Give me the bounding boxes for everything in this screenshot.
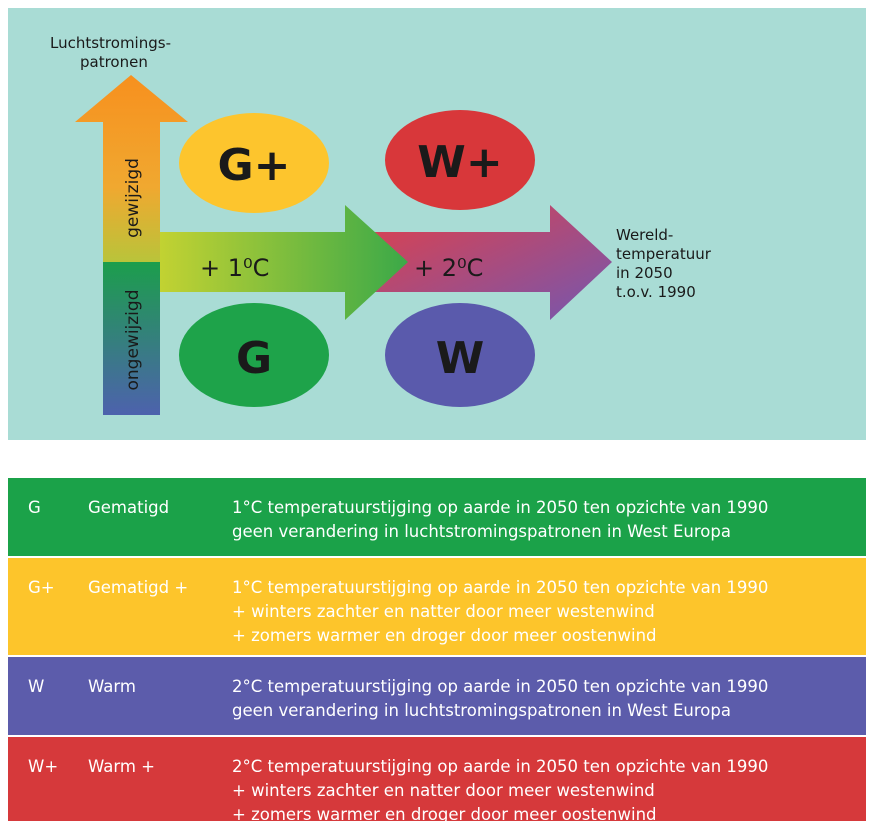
row-name: Gematigd + — [88, 578, 189, 597]
vertical-label: ongewijzigd — [123, 289, 143, 390]
table-row: W+ Warm + 2°C temperatuurstijging op aarde… — [8, 737, 866, 824]
description-line: + winters zachter en natter door meer we… — [232, 602, 655, 621]
side-label: in 2050 — [616, 264, 673, 282]
scenario-label: G+ — [218, 140, 291, 191]
ellipse-w — [385, 303, 535, 407]
diagram: G+ W+ G W + 1⁰C + 2⁰C gewijzigd ongewijz… — [8, 8, 866, 440]
side-label: t.o.v. 1990 — [616, 283, 696, 301]
description-line: 1°C temperatuurstijging op aarde in 2050… — [232, 498, 769, 517]
description-line: + winters zachter en natter door meer we… — [232, 781, 655, 800]
side-label: temperatuur — [616, 245, 712, 263]
description-line: + zomers warmer en droger door meer oost… — [232, 626, 657, 645]
arrow-label: + 2⁰C — [414, 254, 483, 282]
description-line: geen verandering in luchtstromingspatron… — [232, 522, 731, 541]
arrow-1 — [160, 205, 408, 320]
description-line: + zomers warmer en droger door meer oost… — [232, 805, 657, 824]
vertical-label: gewijzigd — [123, 158, 143, 238]
description-line: 2°C temperatuurstijging op aarde in 2050… — [232, 677, 769, 696]
description-line: 1°C temperatuurstijging op aarde in 2050… — [232, 578, 769, 597]
row-description: 1°C temperatuurstijging op aarde in 2050… — [232, 496, 768, 544]
row-name: Warm + — [88, 757, 156, 776]
ellipse-g — [179, 303, 329, 407]
description-line: 2°C temperatuurstijging op aarde in 2050… — [232, 757, 769, 776]
row-code: G — [28, 498, 41, 517]
row-description: 2°C temperatuurstijging op aarde in 2050… — [232, 755, 768, 827]
row-description: 2°C temperatuurstijging op aarde in 2050… — [232, 675, 768, 723]
row-name: Warm — [88, 677, 136, 696]
table-row: G+ Gematigd + 1°C temperatuurstijging op a… — [8, 558, 866, 655]
side-label: Wereld- — [616, 226, 673, 244]
row-code: G+ — [28, 578, 55, 597]
row-description: 1°C temperatuurstijging op aarde in 2050… — [232, 576, 768, 648]
arrow-label: + 1⁰C — [200, 254, 269, 282]
table-row: W Warm 2°C temperatuurstijging op aarde in… — [8, 657, 866, 735]
row-name: Gematigd — [88, 498, 170, 517]
arrow-2 — [370, 205, 612, 320]
scenario-label: W — [436, 333, 485, 384]
description-line: geen verandering in luchtstromingspatron… — [232, 701, 731, 720]
ellipse-wplus — [385, 110, 535, 210]
scenario-label: G — [236, 333, 272, 384]
row-code: W+ — [28, 757, 59, 776]
bar-down — [103, 262, 160, 415]
axis-label: patronen — [80, 53, 148, 71]
axis-label: Luchtstromings- — [50, 34, 171, 52]
row-code: W — [28, 677, 45, 696]
table-row: G Gematigd 1°C temperatuurstijging op aard… — [8, 478, 866, 556]
arrow-up — [75, 75, 188, 262]
scenario-label: W+ — [417, 137, 502, 188]
ellipse-gplus — [179, 113, 329, 213]
